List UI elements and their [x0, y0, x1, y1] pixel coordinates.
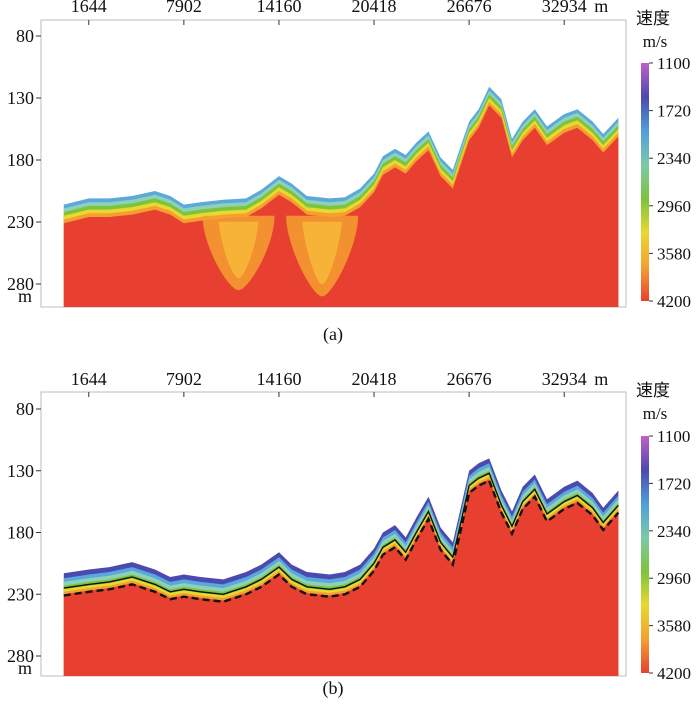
y-unit-label: m: [18, 286, 32, 306]
colorbar: [641, 63, 649, 301]
x-unit-label: m: [594, 369, 608, 389]
y-tick-label: 130: [7, 461, 34, 481]
low-velocity-core-2: [302, 221, 342, 285]
colorbar-tick-label: 2340: [657, 149, 691, 168]
y-tick-label: 230: [7, 212, 34, 232]
x-tick-label: 7902: [166, 0, 202, 16]
colorbar-tick-label: 4200: [657, 664, 691, 683]
colorbar-title: 速度: [636, 9, 670, 29]
x-tick-label: 26676: [447, 0, 492, 16]
y-tick-label: 180: [7, 523, 34, 543]
panel-b: 1644 7902 14160 20418 26676 32934 m 80 130 180 230…: [7, 369, 691, 699]
x-tick-label: 1644: [71, 369, 107, 389]
panel-caption: (b): [323, 678, 344, 699]
colorbar-tick-label: 2340: [657, 522, 691, 541]
x-tick-label: 20418: [352, 369, 397, 389]
colorbar-unit: m/s: [643, 32, 668, 51]
x-tick-label: 26676: [447, 369, 492, 389]
y-tick-label: 80: [16, 26, 34, 46]
y-tick-label: 280: [7, 646, 34, 666]
colorbar-tick-label: 2960: [657, 197, 691, 216]
layer-4200: [63, 105, 619, 307]
layer-4200: [63, 479, 619, 676]
low-velocity-core-1: [218, 221, 259, 279]
panel-a: 1644 7902 14160 20418 26676 32934 m 80 130 180 230…: [7, 0, 691, 345]
colorbar-tick-label: 1720: [657, 474, 691, 493]
x-tick-label: 14160: [256, 0, 301, 16]
y-tick-label: 130: [7, 88, 34, 108]
panel-caption: (a): [323, 324, 343, 345]
colorbar-tick-label: 3580: [657, 244, 691, 263]
plot-area: [63, 86, 619, 307]
colorbar-title: 速度: [636, 381, 670, 401]
y-tick-label: 280: [7, 274, 34, 294]
y-tick-label: 80: [16, 399, 34, 419]
x-tick-label: 20418: [352, 0, 397, 16]
y-unit-label: m: [18, 658, 32, 678]
plot-area: [63, 458, 620, 676]
colorbar-tick-label: 4200: [657, 292, 691, 311]
colorbar: [641, 436, 649, 673]
colorbar-tick-label: 1100: [657, 427, 690, 446]
x-tick-label: 32934: [542, 369, 587, 389]
interface-solid-line: [63, 472, 619, 596]
colorbar-tick-label: 1100: [657, 54, 690, 73]
y-tick-label: 230: [7, 584, 34, 604]
x-tick-label: 32934: [542, 0, 587, 16]
x-tick-label: 14160: [256, 369, 301, 389]
colorbar-tick-label: 1720: [657, 102, 691, 121]
y-tick-label: 180: [7, 150, 34, 170]
colorbar-tick-label: 3580: [657, 617, 691, 636]
colorbar-tick-label: 2960: [657, 569, 691, 588]
x-unit-label: m: [594, 0, 608, 16]
colorbar-unit: m/s: [643, 404, 668, 423]
x-tick-label: 1644: [71, 0, 107, 16]
x-tick-label: 7902: [166, 369, 202, 389]
